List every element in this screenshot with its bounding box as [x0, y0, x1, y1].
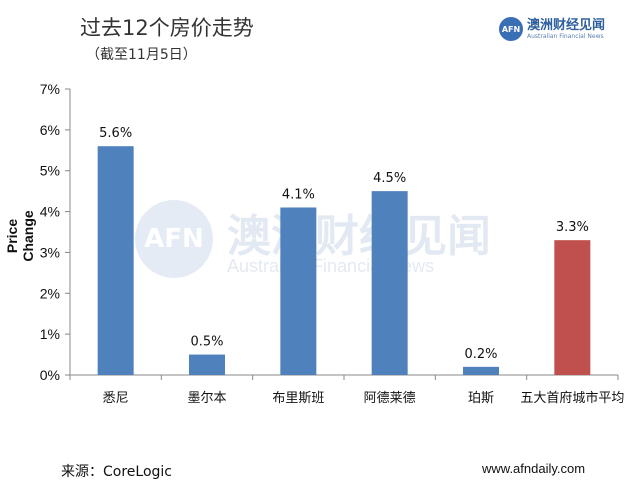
bar: [280, 207, 317, 375]
afn-logo-icon: AFN: [499, 17, 523, 41]
data-label: 0.5%: [190, 335, 223, 350]
x-tick-label: 珀斯: [468, 391, 494, 406]
x-tick-label: 悉尼: [103, 391, 129, 406]
x-tick-label: 五大首府城市平均: [520, 390, 624, 406]
y-tick-label: 4%: [40, 204, 60, 220]
logo-name: 澳洲财经见闻: [527, 17, 606, 33]
y-tick-label: 1%: [40, 326, 60, 342]
y-tick-label: 2%: [40, 285, 60, 301]
x-tick-label: 墨尔本: [187, 391, 226, 406]
logo-tagline: Australian Financial News: [527, 32, 604, 40]
y-tick-label: 0%: [40, 367, 60, 383]
bar: [189, 354, 225, 375]
data-label: 4.1%: [282, 187, 315, 202]
bar: [97, 146, 134, 375]
website-link[interactable]: www.afndaily.com: [482, 461, 586, 476]
x-tick-label: 阿德莱德: [364, 391, 416, 406]
chart-subtitle: （截至11月5日）: [86, 47, 197, 63]
data-label: 4.5%: [373, 171, 406, 186]
bar: [554, 240, 591, 375]
bar: [463, 366, 499, 375]
source-note: 来源：CoreLogic: [61, 464, 172, 480]
y-tick-label: 6%: [40, 122, 60, 138]
brand-logo[interactable]: AFN 澳洲财经见闻 Australian Financial News: [499, 17, 605, 41]
y-tick-label: 3%: [40, 244, 60, 260]
y-tick-label: 7%: [40, 81, 60, 97]
chart-title: 过去12个房价走势: [80, 16, 254, 40]
bar: [371, 191, 408, 375]
x-tick-label: 布里斯班: [272, 391, 324, 406]
data-label: 0.2%: [464, 347, 497, 362]
y-tick-label: 5%: [40, 163, 60, 179]
data-label: 3.3%: [556, 220, 589, 235]
data-label: 5.6%: [99, 126, 132, 141]
